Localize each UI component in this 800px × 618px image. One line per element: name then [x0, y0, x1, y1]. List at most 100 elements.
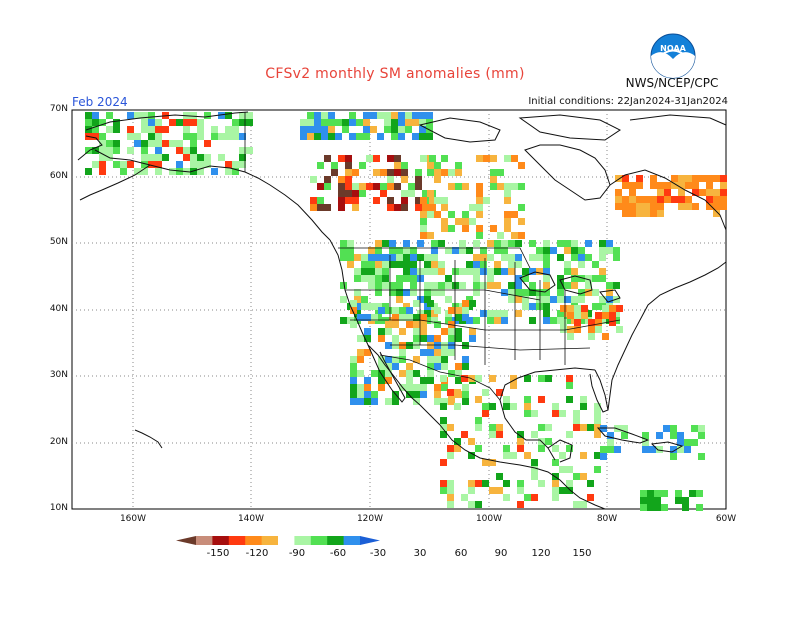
anomaly-cell — [447, 480, 454, 487]
anomaly-cell — [441, 218, 448, 225]
anomaly-cell — [438, 282, 445, 289]
anomaly-cell — [696, 504, 703, 511]
anomaly-cell — [487, 254, 494, 261]
anomaly-cell — [413, 314, 420, 321]
anomaly-cell — [629, 210, 636, 217]
anomaly-cell — [385, 398, 392, 405]
anomaly-cell — [692, 175, 699, 182]
anomaly-cell — [595, 312, 602, 319]
anomaly-cell — [602, 312, 609, 319]
anomaly-cell — [670, 446, 677, 453]
anomaly-cell — [699, 175, 706, 182]
anomaly-cell — [462, 218, 469, 225]
anomaly-cell — [706, 196, 713, 203]
anomaly-cell — [113, 119, 120, 126]
anomaly-cell — [420, 349, 427, 356]
anomaly-cell — [368, 268, 375, 275]
anomaly-cell — [340, 282, 347, 289]
anomaly-cell — [413, 384, 420, 391]
anomaly-cell — [190, 112, 197, 119]
anomaly-cell — [503, 396, 510, 403]
anomaly-cell — [378, 363, 385, 370]
anomaly-cell — [382, 254, 389, 261]
anomaly-cell — [420, 328, 427, 335]
anomaly-cell — [352, 169, 359, 176]
anomaly-cell — [678, 182, 685, 189]
anomaly-cell — [594, 452, 601, 459]
anomaly-cell — [375, 261, 382, 268]
anomaly-cell — [106, 147, 113, 154]
anomaly-cell — [371, 398, 378, 405]
anomaly-cell — [378, 335, 385, 342]
anomaly-cell — [636, 175, 643, 182]
anomaly-cell — [487, 282, 494, 289]
anomaly-cell — [401, 169, 408, 176]
anomaly-cell — [543, 247, 550, 254]
anomaly-cell — [599, 254, 606, 261]
anomaly-cell — [392, 321, 399, 328]
anomaly-cell — [384, 112, 391, 119]
anomaly-cell — [475, 417, 482, 424]
anomaly-cell — [438, 268, 445, 275]
anomaly-cell — [396, 296, 403, 303]
anomaly-cell — [571, 275, 578, 282]
anomaly-cell — [587, 480, 594, 487]
anomaly-cell — [515, 275, 522, 282]
anomaly-cell — [650, 175, 657, 182]
anomaly-cell — [415, 169, 422, 176]
anomaly-cell — [403, 268, 410, 275]
anomaly-cell — [671, 182, 678, 189]
anomaly-cell — [321, 126, 328, 133]
anomaly-cell — [468, 487, 475, 494]
anomaly-cell — [713, 189, 720, 196]
anomaly-cell — [713, 175, 720, 182]
anomaly-cell — [595, 319, 602, 326]
anomaly-cell — [349, 133, 356, 140]
anomaly-cell — [338, 204, 345, 211]
anomaly-cell — [410, 275, 417, 282]
anomaly-cell — [483, 155, 490, 162]
anomaly-cell — [501, 268, 508, 275]
anomaly-cell — [440, 459, 447, 466]
anomaly-cell — [307, 112, 314, 119]
anomaly-cell — [134, 168, 141, 175]
anomaly-cell — [441, 349, 448, 356]
anomaly-cell — [352, 190, 359, 197]
anomaly-cell — [350, 384, 357, 391]
anomaly-cell — [197, 168, 204, 175]
anomaly-cell — [190, 133, 197, 140]
anomaly-cell — [482, 403, 489, 410]
anomaly-cell — [552, 403, 559, 410]
anomaly-cell — [204, 140, 211, 147]
anomaly-cell — [99, 133, 106, 140]
anomaly-cell — [225, 112, 232, 119]
anomaly-cell — [649, 446, 656, 453]
anomaly-cell — [431, 261, 438, 268]
anomaly-cell — [518, 232, 525, 239]
anomaly-cell — [361, 261, 368, 268]
colorbar-bin — [212, 536, 230, 545]
anomaly-cell — [585, 240, 592, 247]
anomaly-cell — [515, 240, 522, 247]
anomaly-cell — [490, 225, 497, 232]
anomaly-cell — [462, 363, 469, 370]
anomaly-cell — [232, 119, 239, 126]
anomaly-cell — [606, 282, 613, 289]
lat-label-50: 50N — [49, 237, 68, 247]
anomaly-cell — [120, 161, 127, 168]
anomaly-cell — [345, 162, 352, 169]
anomaly-cell — [204, 112, 211, 119]
anomaly-cell — [536, 303, 543, 310]
anomaly-cell — [412, 119, 419, 126]
anomaly-cell — [434, 384, 441, 391]
anomaly-cell — [536, 296, 543, 303]
anomaly-cell — [361, 275, 368, 282]
anomaly-cell — [654, 497, 661, 504]
anomaly-cell — [420, 211, 427, 218]
anomaly-cell — [246, 119, 253, 126]
anomaly-cell — [431, 282, 438, 289]
anomaly-cell — [473, 268, 480, 275]
anomaly-cell — [613, 282, 620, 289]
anomaly-cell — [413, 300, 420, 307]
anomaly-cell — [162, 126, 169, 133]
